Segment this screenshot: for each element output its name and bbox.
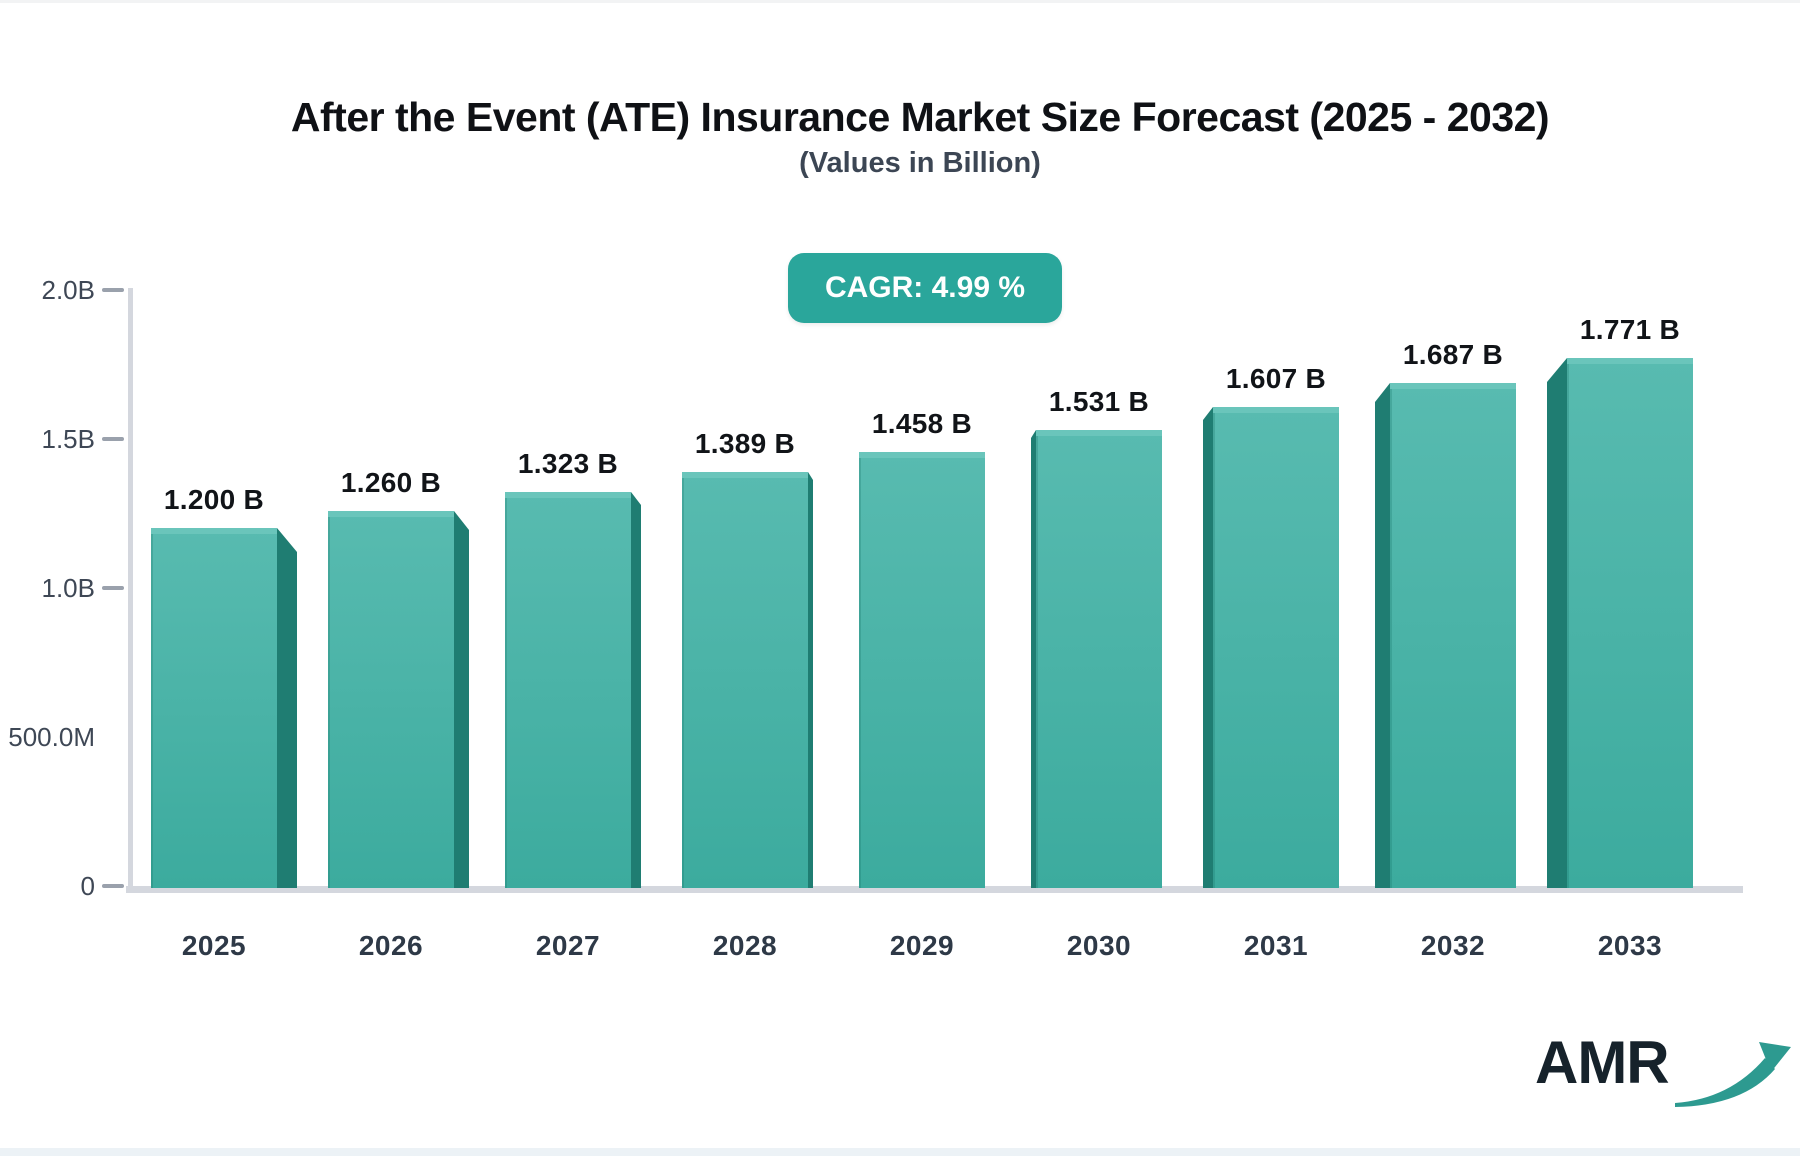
bar-side-face [631, 492, 641, 888]
cagr-badge-label: CAGR: 4.99 % [824, 271, 1026, 304]
bar-side-face [1203, 407, 1213, 888]
bar-top-face [505, 492, 631, 498]
bar [328, 511, 454, 888]
y-axis-tick [102, 586, 124, 590]
bar-top-face [151, 528, 277, 534]
bar-side-face [1375, 383, 1390, 888]
x-axis-label: 2033 [1597, 930, 1663, 961]
bar-value-label: 1.458 B [871, 408, 973, 439]
bar-value-label: 1.323 B [517, 448, 619, 479]
y-axis-line [128, 288, 133, 893]
y-axis-label: 1.5B [41, 424, 96, 454]
bar-value-label: 1.200 B [163, 484, 265, 515]
x-axis-label: 2028 [712, 930, 778, 961]
bar [505, 492, 631, 888]
x-axis-label: 2031 [1243, 930, 1309, 961]
x-axis-label: 2025 [181, 930, 247, 961]
amr-logo-text: AMR [1535, 1029, 1670, 1096]
bar [682, 472, 808, 888]
x-axis-label: 2026 [358, 930, 424, 961]
chart-subtitle: (Values in Billion) [799, 147, 1041, 179]
y-axis-tick [102, 437, 124, 441]
y-axis-label: 1.0B [41, 573, 96, 603]
bar [151, 528, 277, 888]
y-axis-label: 0 [80, 871, 95, 901]
y-axis-label: 2.0B [41, 275, 96, 305]
y-axis-tick [102, 884, 124, 888]
bar-top-face [1213, 407, 1339, 413]
x-axis-label: 2027 [535, 930, 601, 961]
x-axis-baseline [126, 886, 1743, 893]
bar-top-face [859, 452, 985, 458]
x-axis-label: 2029 [889, 930, 955, 961]
cagr-badge: CAGR: 4.99 % [788, 253, 1062, 323]
bar-side-face [277, 528, 297, 888]
bar [1567, 358, 1693, 888]
bar-top-face [1036, 430, 1162, 436]
bar-value-label: 1.260 B [340, 467, 442, 498]
y-axis-label: 500.0M [8, 722, 95, 752]
bar-top-face [682, 472, 808, 478]
bar [1036, 430, 1162, 888]
bar-top-face [1390, 383, 1516, 389]
bar-side-face [454, 511, 469, 888]
bar-value-label: 1.687 B [1402, 339, 1504, 370]
bottom-border-strip [0, 1148, 1800, 1156]
bar-side-face [1547, 358, 1567, 888]
amr-logo: AMR [1535, 1028, 1791, 1112]
bar-side-face [1031, 430, 1036, 888]
bar-value-label: 1.389 B [694, 428, 796, 459]
bar [859, 452, 985, 888]
growth-arrow-icon [1675, 1042, 1791, 1107]
bar-top-face [328, 511, 454, 517]
bar [1390, 383, 1516, 888]
bar-value-label: 1.771 B [1579, 314, 1681, 345]
bar-top-face [1567, 358, 1693, 364]
bar [1213, 407, 1339, 888]
bar-value-label: 1.607 B [1225, 363, 1327, 394]
bar-value-label: 1.531 B [1048, 386, 1150, 417]
x-axis-label: 2032 [1420, 930, 1486, 961]
bar-side-face [808, 472, 813, 888]
y-axis-tick [102, 288, 124, 292]
chart-title: After the Event (ATE) Insurance Market S… [290, 94, 1550, 140]
x-axis-label: 2030 [1066, 930, 1132, 961]
top-border-strip [0, 0, 1800, 3]
